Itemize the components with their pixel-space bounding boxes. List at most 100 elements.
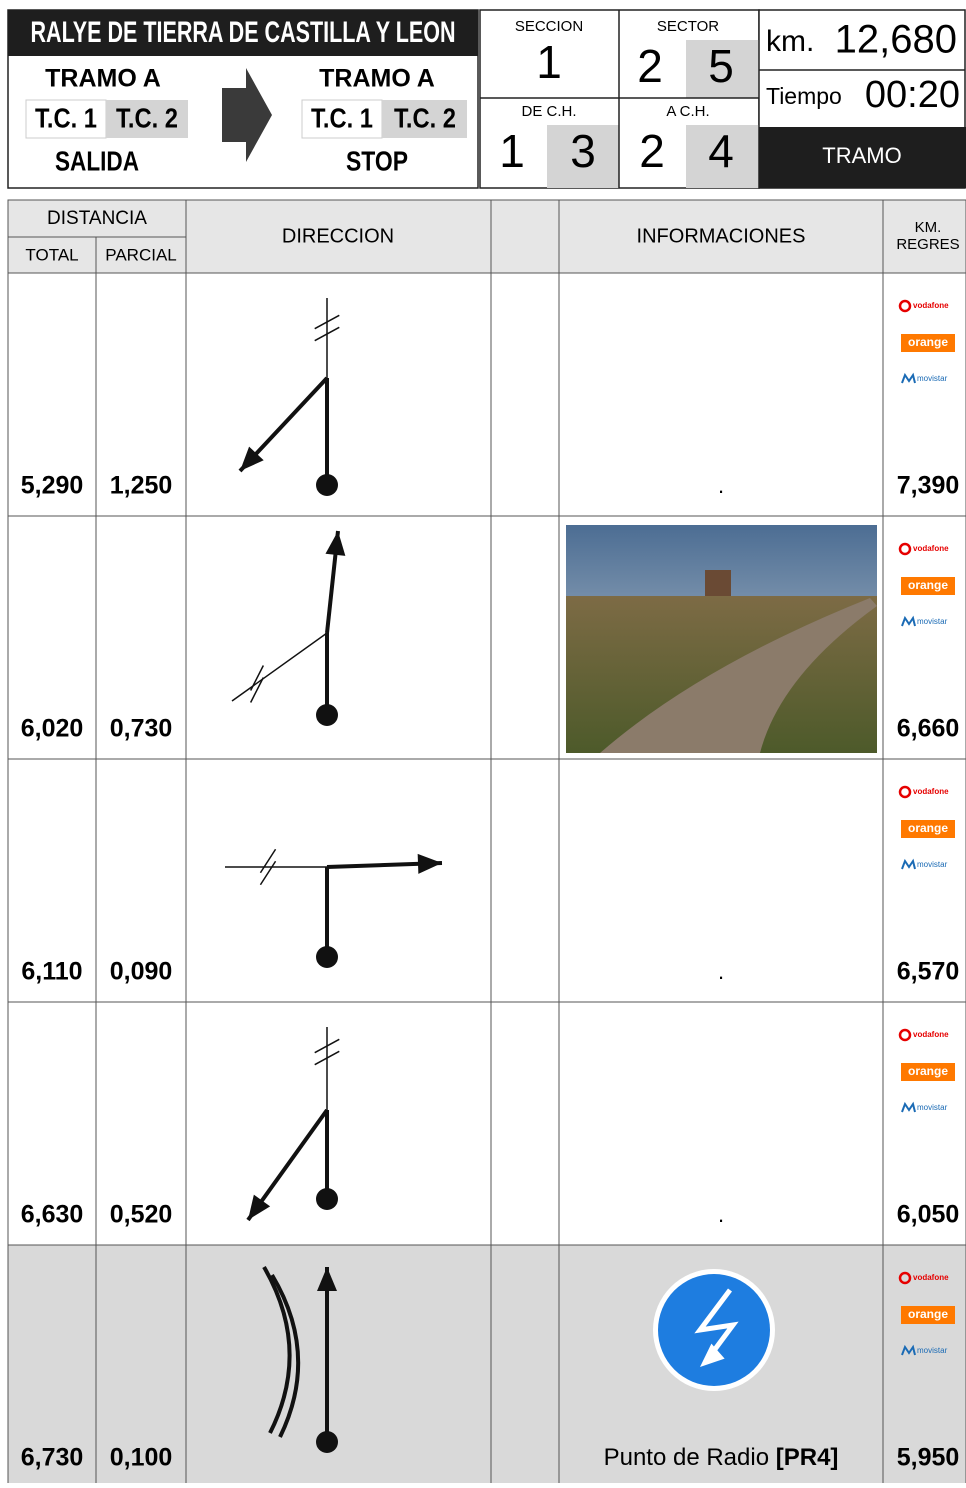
vodafone: vodafone: [913, 544, 949, 553]
hash: [259, 860, 277, 886]
row-bg: [7, 1001, 966, 1246]
tramo-label: TRAMO: [822, 143, 901, 168]
movistar: movistar: [917, 860, 948, 869]
km-regres: 7,390: [897, 472, 960, 500]
orange: orange: [908, 335, 948, 349]
tiempo-value: 00:20: [865, 74, 960, 116]
info: .: [718, 1202, 724, 1227]
km-regres-header: KM.: [915, 219, 942, 236]
info-text: .: [718, 959, 724, 984]
hash: [314, 1050, 340, 1066]
parcial: 0,730: [110, 715, 173, 743]
start-dot: [316, 1431, 338, 1453]
hash: [259, 848, 277, 874]
vodafone: vodafone: [913, 1030, 949, 1039]
a-ch-value: 2: [639, 125, 665, 177]
hash: [249, 665, 265, 691]
parcial: 1,250: [110, 472, 173, 500]
arrow-icon: [222, 68, 272, 162]
seccion-label: SECCION: [515, 18, 583, 35]
movistar-icon: [901, 372, 916, 384]
title-bar: [8, 10, 478, 56]
orange-logo: [901, 577, 955, 595]
vodafone-logo: [898, 1028, 912, 1042]
parcial-header: PARCIAL: [105, 245, 177, 264]
movistar: movistar: [917, 617, 948, 626]
road-side: [231, 632, 328, 702]
orange-logo: [901, 1063, 955, 1081]
tramo-from: TRAMO A: [45, 65, 161, 93]
table-body: 5,290 1,250 7,390.vodafoneorangemovistar6,…: [7, 272, 966, 1488]
table-row: 6,020 0,730 6,660 vodafone orange movistar: [7, 515, 966, 760]
vodafone-logo: [898, 299, 912, 313]
parcial: 0,090: [110, 958, 173, 986]
hash: [249, 677, 265, 703]
tc-box: [301, 99, 383, 139]
road-curve: [262, 1265, 292, 1434]
table-row: 5,290 1,250 7,390. vodafone orange movistar: [7, 272, 966, 517]
orange-logo: [901, 820, 955, 838]
photo: [566, 525, 877, 753]
start-dot: [316, 946, 338, 968]
vodafone-logo: [898, 542, 912, 556]
movistar-icon: [901, 858, 916, 870]
orange: orange: [908, 1307, 948, 1321]
tc-box: [25, 99, 107, 139]
km-label: km.: [766, 25, 814, 58]
informaciones-header: INFORMACIONES: [637, 225, 806, 247]
total: 5,290: [21, 472, 84, 500]
info: Punto de Radio [PR4]: [604, 1444, 839, 1471]
total: 6,630: [21, 1201, 84, 1229]
table-row: 6,110 0,090 6,570. vodafone orange movistar: [7, 758, 966, 1003]
tc2-to: T.C. 2: [394, 102, 456, 133]
total: 6,110: [21, 958, 82, 986]
start-dot: [316, 474, 338, 496]
tramo-to: TRAMO A: [319, 65, 435, 93]
stop: STOP: [346, 145, 408, 176]
km-value: 12,680: [835, 18, 957, 62]
orange-logo: [901, 1306, 955, 1324]
arrow-head: [248, 1194, 271, 1220]
a-ch-value: 4: [708, 125, 734, 177]
tc2-from: T.C. 2: [116, 102, 178, 133]
vodafone: vodafone: [913, 787, 949, 796]
start-dot: [316, 704, 338, 726]
movistar-icon: [901, 1344, 916, 1356]
radio-bolt: [694, 1288, 739, 1362]
title: RALYE DE TIERRA DE CASTILLA Y LEON: [31, 16, 456, 49]
de-ch-label: DE C.H.: [521, 103, 576, 120]
movistar: movistar: [917, 1103, 948, 1112]
distancia-header: DISTANCIA: [47, 208, 147, 229]
start-dot: [316, 1188, 338, 1210]
seccion-value: 1: [536, 36, 562, 88]
arrow-head: [325, 531, 346, 556]
tiempo-label: Tiempo: [766, 83, 842, 109]
direction-diagram: [238, 298, 340, 496]
hash: [314, 314, 340, 330]
movistar-icon: [901, 1101, 916, 1113]
movistar: movistar: [917, 374, 948, 383]
tc1-from: T.C. 1: [35, 102, 97, 133]
direction-diagram: [262, 1265, 338, 1453]
tramo-bar: [759, 127, 966, 188]
km-regres-header: REGRES: [896, 236, 959, 253]
orange: orange: [908, 821, 948, 835]
de-ch-value: 3: [570, 125, 596, 177]
direction-diagram: [225, 848, 443, 968]
sector-label: SECTOR: [657, 18, 719, 35]
gray-cell: [686, 40, 759, 98]
table-row: 6,730 0,100 5,950 Punto de Radio [PR4] vodaf…: [7, 1244, 966, 1488]
tc-box: [382, 100, 467, 138]
row-bg: [7, 1244, 966, 1488]
km-regres: 6,660: [897, 715, 960, 743]
parcial: 0,100: [110, 1444, 173, 1472]
orange: orange: [908, 1064, 948, 1078]
movistar: movistar: [917, 1346, 948, 1355]
road-curve: [270, 1273, 301, 1438]
orange-logo: [901, 334, 955, 352]
km-regres: 6,050: [897, 1201, 960, 1229]
vodafone: vodafone: [913, 301, 949, 310]
sector-value: 5: [708, 40, 734, 92]
info-text: .: [718, 1202, 724, 1227]
